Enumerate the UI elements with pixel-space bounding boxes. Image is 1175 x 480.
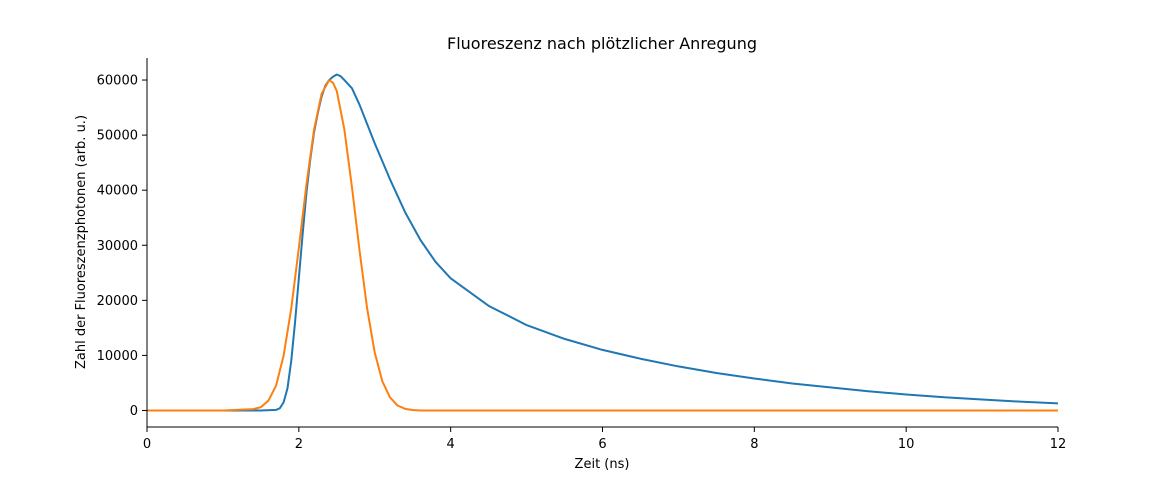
y-axis-label: Zahl der Fluoreszenzphotonen (arb. u.)	[74, 115, 89, 369]
y-tick-label: 50000	[97, 129, 138, 144]
series-line-2	[147, 79, 1058, 412]
x-axis-label: Zeit (ns)	[575, 457, 630, 472]
y-tick-label: 40000	[97, 184, 138, 199]
x-tick-label: 8	[750, 437, 758, 452]
series-line-1	[147, 73, 1059, 412]
x-tick-label: 4	[447, 437, 455, 452]
x-ticks: 0 2 4 6 8 10 12	[143, 427, 1066, 452]
x-tick-label: 2	[295, 437, 303, 452]
x-tick-label: 6	[598, 437, 606, 452]
y-ticks: 0 10000 20000 30000 40000 50000 60000	[97, 74, 147, 419]
x-tick-label: 0	[143, 437, 151, 452]
x-tick-label: 12	[1050, 437, 1067, 452]
y-tick-label: 30000	[97, 239, 138, 254]
y-tick-label: 20000	[97, 294, 138, 309]
series-layer	[147, 73, 1059, 412]
chart-title: Fluoreszenz nach plötzlicher Anregung	[447, 34, 757, 53]
x-tick-label: 10	[898, 437, 915, 452]
y-tick-label: 10000	[97, 349, 138, 364]
y-tick-label: 60000	[97, 74, 138, 89]
y-tick-label: 0	[130, 404, 138, 419]
